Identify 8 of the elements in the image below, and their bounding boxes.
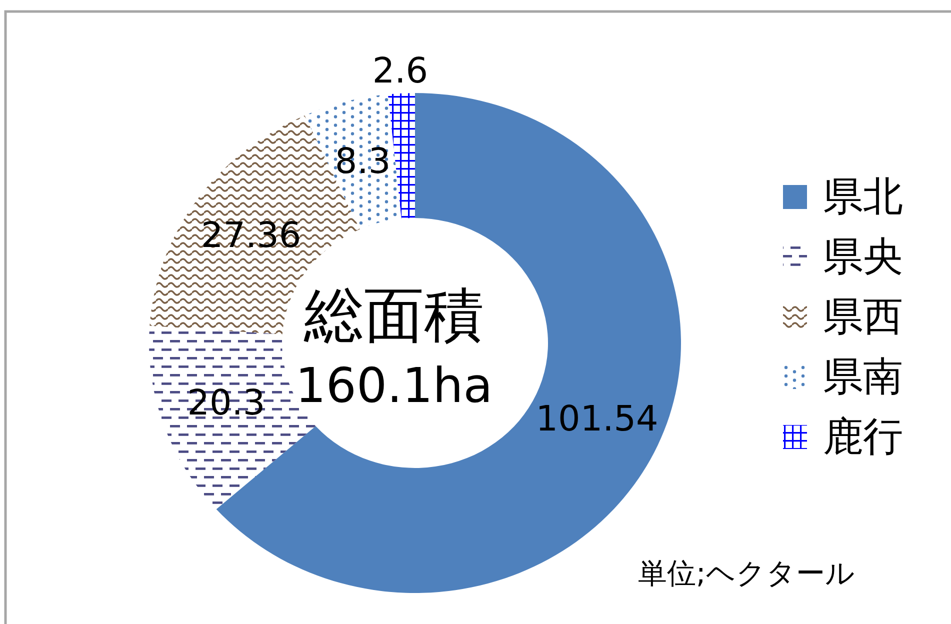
legend-label: 鹿行 bbox=[823, 414, 903, 460]
text: 単位;ヘクタール bbox=[638, 556, 855, 590]
legend-label: 県央 bbox=[823, 234, 903, 280]
legend-label: 県南 bbox=[823, 354, 903, 400]
legend-label: 県北 bbox=[823, 174, 903, 220]
text: 総面積 bbox=[303, 281, 484, 351]
text: 160.1ha bbox=[295, 358, 493, 414]
legend-label: 県西 bbox=[823, 294, 903, 340]
